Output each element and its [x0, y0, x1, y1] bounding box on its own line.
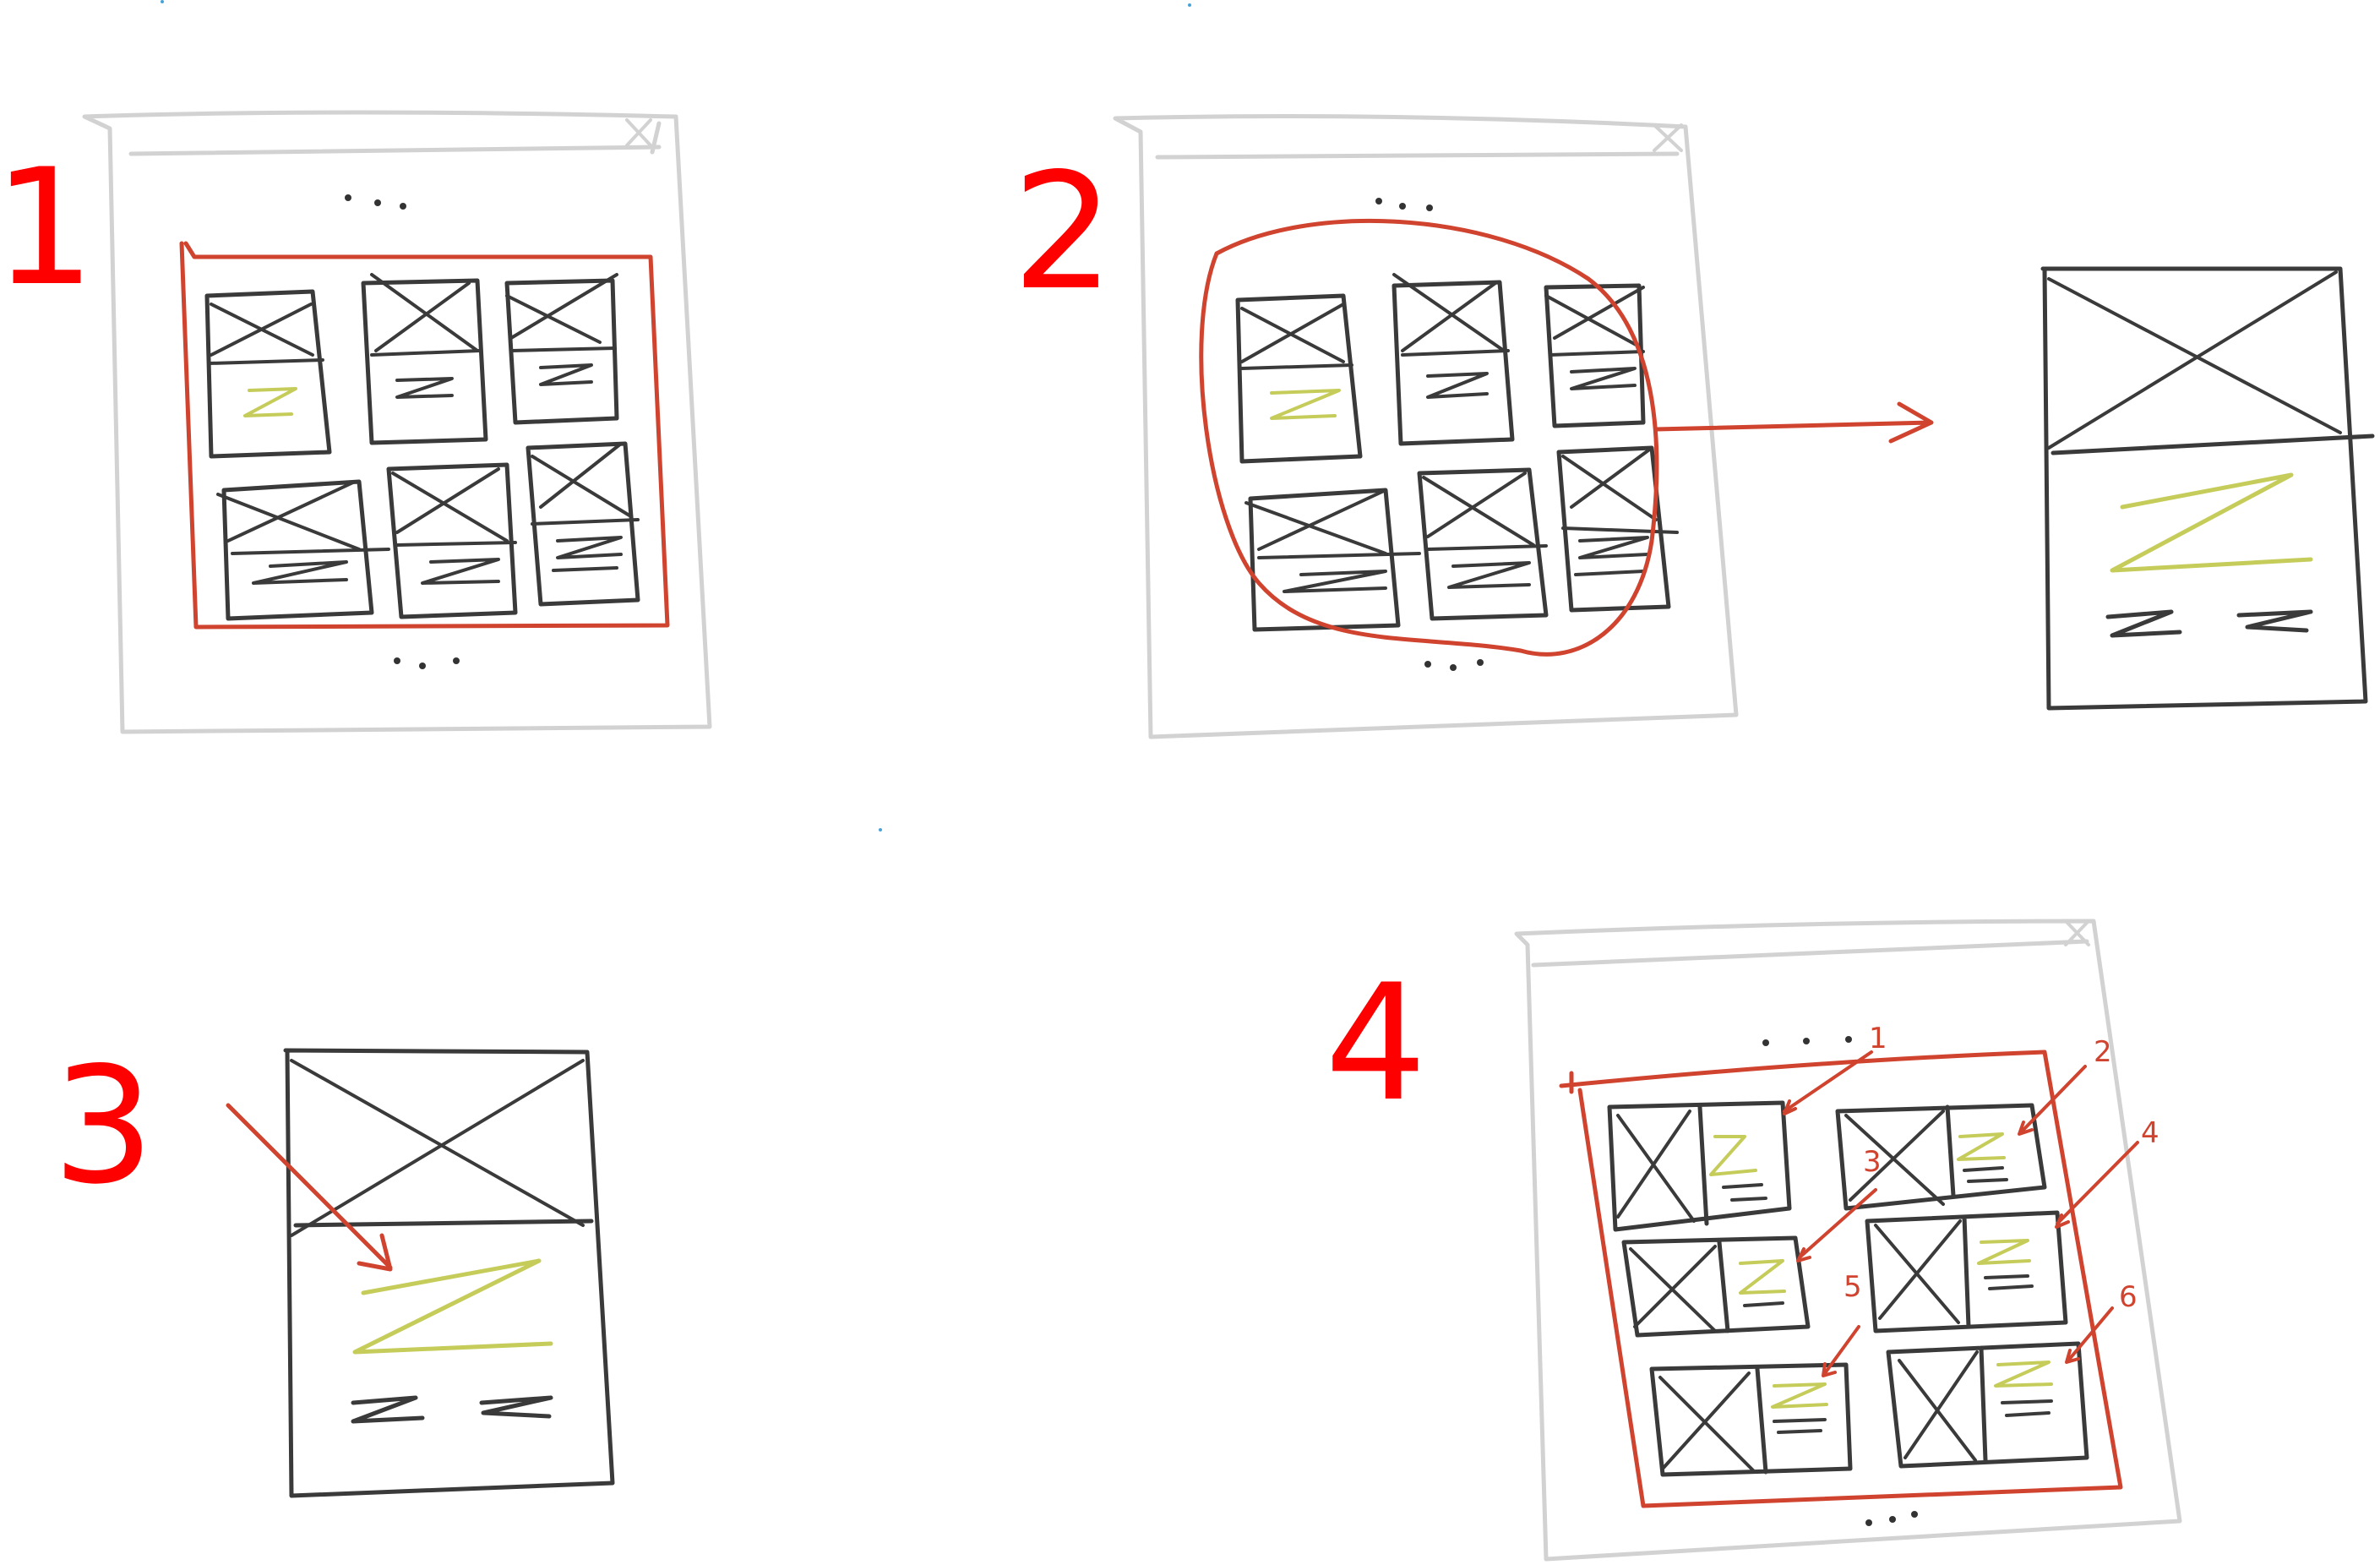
- callout-number-1: 1: [1869, 1022, 1887, 1055]
- crossed-box-icon: [2047, 270, 2342, 450]
- card: [504, 273, 619, 425]
- text-scribble: [252, 560, 348, 585]
- selection-highlight: [1559, 1050, 2123, 1508]
- text-scribble: [1574, 536, 1649, 576]
- callout-number-2: 2: [2094, 1035, 2112, 1069]
- ellipsis-icon: [1424, 659, 1484, 671]
- step-label-3: 3: [52, 1033, 155, 1219]
- card-grid: [204, 273, 640, 621]
- selection-circle: [1199, 219, 1659, 657]
- text-scribble: [1771, 1382, 1828, 1409]
- text-scribble: [395, 377, 454, 399]
- stray-marks: [161, 0, 1191, 832]
- step-label-1: 1: [0, 134, 95, 321]
- text-scribble: [1447, 561, 1531, 589]
- crossed-box-icon: [370, 273, 482, 357]
- text-scribble: [1709, 1135, 1757, 1176]
- ellipsis-icon: [345, 194, 406, 210]
- card: [1886, 1341, 2089, 1469]
- crossed-box-icon: [391, 467, 517, 547]
- text-scribble: [1570, 367, 1637, 390]
- ellipsis-icon: [1375, 198, 1433, 211]
- card: [1244, 488, 1421, 632]
- crossed-box-icon: [505, 273, 618, 352]
- card-grid: [1607, 1100, 2089, 1477]
- crossed-box-icon: [1844, 1110, 1945, 1206]
- crossed-box-icon: [1561, 446, 1679, 534]
- crossed-box-icon: [1244, 488, 1421, 559]
- card: [386, 462, 518, 619]
- panel-3: [226, 1048, 615, 1498]
- close-icon: [1653, 123, 1683, 152]
- text-scribble: [1994, 1361, 2053, 1388]
- crossed-box-icon: [1629, 1245, 1717, 1333]
- panel-4: [1514, 919, 2182, 1562]
- text-scribble: [2110, 472, 2313, 573]
- ellipsis-icon: [394, 657, 460, 669]
- crossed-box-icon: [1422, 472, 1548, 551]
- close-icon: [625, 118, 652, 147]
- text-scribble: [1270, 389, 1341, 420]
- card: [1417, 467, 1549, 621]
- card: [1865, 1210, 2068, 1333]
- crossed-box-icon: [290, 1059, 585, 1237]
- browser-window-frame: [1113, 114, 1739, 739]
- callout-number-3: 3: [1863, 1145, 1882, 1179]
- card: [1544, 283, 1646, 428]
- text-scribble: [243, 387, 297, 417]
- text-scribble: [352, 1258, 553, 1355]
- browser-window-frame: [82, 110, 712, 734]
- detail-card: [283, 1048, 615, 1498]
- text-scribble: [1283, 570, 1387, 593]
- card: [1621, 1235, 1811, 1338]
- crossed-box-icon: [1240, 303, 1353, 370]
- step-label-4: 4: [1325, 950, 1427, 1137]
- card: [526, 441, 640, 607]
- crossed-box-icon: [1544, 286, 1645, 357]
- arrow-icon: [1653, 401, 1934, 444]
- text-scribble: [351, 1395, 553, 1424]
- card: [1649, 1362, 1853, 1477]
- crossed-box-icon: [1874, 1219, 1962, 1324]
- card: [1392, 273, 1515, 446]
- ellipsis-icon: [1865, 1511, 1918, 1526]
- card: [1607, 1100, 1792, 1232]
- selection-highlight: [179, 241, 670, 630]
- text-scribble: [539, 363, 593, 386]
- enlarged-card: [2040, 266, 2375, 711]
- crossed-box-icon: [1658, 1371, 1755, 1472]
- panel-2: [1113, 114, 1934, 739]
- card: [216, 479, 390, 621]
- card: [1235, 293, 1363, 464]
- text-scribble: [1977, 1239, 2031, 1265]
- crossed-box-icon: [1898, 1350, 1979, 1462]
- crossed-box-icon: [208, 303, 324, 365]
- card: [1835, 1103, 2047, 1211]
- crossed-box-icon: [1392, 273, 1510, 357]
- card: [361, 273, 488, 445]
- crossed-box-icon: [216, 480, 390, 555]
- callout-number-6: 6: [2119, 1280, 2138, 1314]
- ellipsis-icon: [1762, 1036, 1852, 1046]
- text-scribble: [421, 558, 500, 585]
- card: [204, 289, 332, 459]
- close-icon: [2064, 919, 2090, 946]
- callout-number-4: 4: [2141, 1116, 2159, 1150]
- numbered-callout-arrows: [1783, 1050, 2139, 1377]
- card: [1556, 445, 1679, 613]
- text-scribble: [552, 536, 623, 572]
- crossed-box-icon: [1616, 1110, 1696, 1223]
- crossed-box-icon: [531, 442, 640, 526]
- text-scribble: [1426, 372, 1489, 399]
- text-scribble: [2105, 609, 2313, 638]
- step-label-2: 2: [1012, 139, 1114, 325]
- panel-1: [82, 110, 712, 734]
- callout-number-5: 5: [1844, 1270, 1862, 1304]
- text-scribble: [1957, 1132, 2006, 1161]
- browser-window-frame: [1514, 919, 2182, 1562]
- text-scribble: [1739, 1259, 1786, 1295]
- card-grid: [1235, 273, 1679, 632]
- arrow-icon: [226, 1103, 393, 1272]
